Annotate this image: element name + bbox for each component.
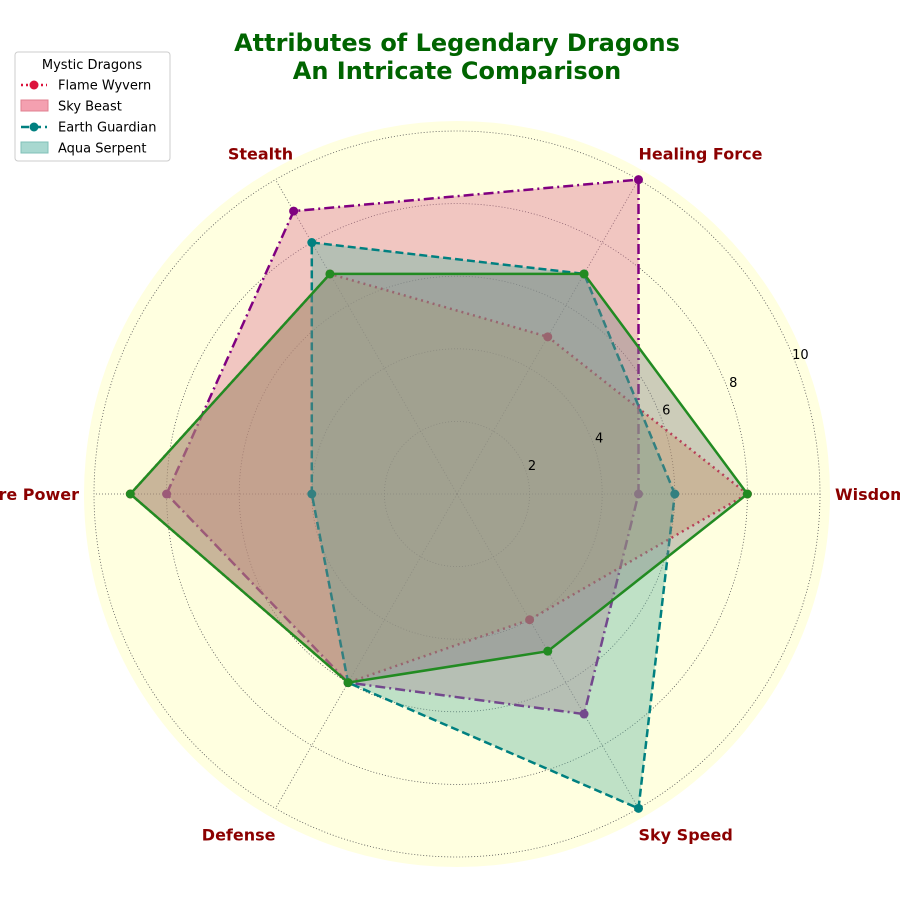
data-point xyxy=(525,615,535,625)
chart-subtitle: An Intricate Comparison xyxy=(293,57,622,85)
series-fill xyxy=(166,179,639,715)
category-label: Defense xyxy=(202,825,276,844)
category-label: Wisdom xyxy=(835,485,900,504)
legend: Mystic Dragons Flame Wyvern Sky Beast Eart… xyxy=(14,51,171,162)
category-label: Healing Force xyxy=(639,145,763,164)
data-point xyxy=(670,489,680,499)
series-layer xyxy=(125,175,752,813)
r-tick-label: 4 xyxy=(595,431,603,446)
r-tick-label: 8 xyxy=(729,376,737,391)
legend-frame xyxy=(14,51,171,162)
series-fill xyxy=(311,242,675,809)
data-point xyxy=(742,489,752,499)
data-point xyxy=(543,332,553,342)
legend-entry: Aqua Serpent xyxy=(20,141,146,157)
grid-spoke xyxy=(456,493,639,809)
legend-label: Earth Guardian xyxy=(58,121,156,136)
grid-circle xyxy=(93,130,821,858)
legend-title: Mystic Dragons xyxy=(42,58,142,73)
radial-tick-labels: 2 4 6 8 10 xyxy=(528,348,809,474)
legend-entry: Earth Guardian xyxy=(21,121,156,136)
data-point xyxy=(307,489,317,499)
legend-entry: Flame Wyvern xyxy=(21,79,151,94)
grid-circle xyxy=(311,348,603,640)
legend-marker xyxy=(29,80,39,90)
data-point xyxy=(325,269,335,279)
data-point xyxy=(579,269,589,279)
legend-label: Sky Beast xyxy=(58,100,122,115)
data-point xyxy=(289,206,299,216)
grid-spoke xyxy=(456,179,639,495)
data-point xyxy=(634,175,643,185)
category-labels: Wisdom Healing Force Stealth Fire Power Defe… xyxy=(0,145,900,845)
data-point xyxy=(579,709,589,719)
category-label: Sky Speed xyxy=(639,825,733,844)
data-point xyxy=(634,803,643,813)
r-tick-label: 10 xyxy=(792,348,809,363)
category-label: Fire Power xyxy=(0,485,79,504)
series-fill xyxy=(130,273,748,683)
r-tick-label: 6 xyxy=(662,404,670,419)
series-earth-guardian xyxy=(125,269,752,688)
data-point xyxy=(543,646,553,656)
data-point xyxy=(125,489,135,499)
chart-title: Attributes of Legendary Dragons xyxy=(234,29,680,57)
data-point xyxy=(307,238,317,248)
legend-patch-swatch xyxy=(20,141,49,154)
legend-patch-swatch xyxy=(20,99,49,112)
category-label: Stealth xyxy=(228,145,293,164)
legend-label: Flame Wyvern xyxy=(58,79,151,94)
legend-label: Aqua Serpent xyxy=(58,142,146,157)
r-tick-label: 2 xyxy=(528,459,536,474)
grid-spoke xyxy=(275,493,458,809)
series-fill xyxy=(130,273,748,683)
legend-entry: Sky Beast xyxy=(20,99,122,115)
series-sky-beast xyxy=(162,175,643,719)
data-point xyxy=(343,678,353,688)
data-point xyxy=(634,489,643,499)
grid-spoke xyxy=(275,179,458,495)
data-point xyxy=(162,489,172,499)
legend-marker xyxy=(29,122,39,132)
